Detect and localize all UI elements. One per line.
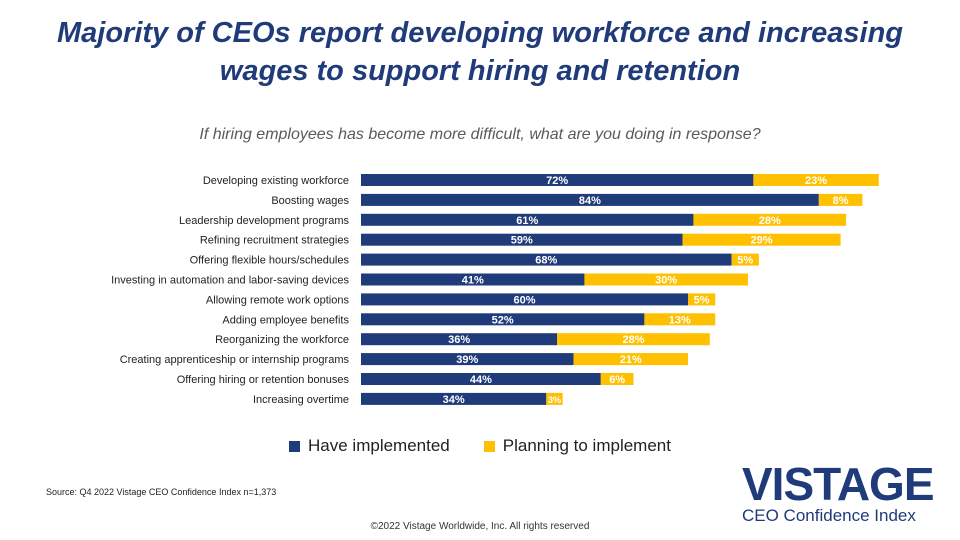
bar-planning xyxy=(557,333,710,346)
bar-implemented xyxy=(361,293,688,306)
data-label-implemented: 52% xyxy=(492,314,514,326)
data-label-planning: 28% xyxy=(622,334,644,346)
bar-planning xyxy=(693,213,847,226)
category-label: Offering hiring or retention bonuses xyxy=(177,374,350,386)
data-label-implemented: 36% xyxy=(448,334,470,346)
bar-implemented xyxy=(361,233,683,246)
category-label: Boosting wages xyxy=(271,195,349,207)
category-label: Increasing overtime xyxy=(253,394,349,406)
copyright-note: ©2022 Vistage Worldwide, Inc. All rights… xyxy=(370,521,590,532)
source-note: Source: Q4 2022 Vistage CEO Confidence I… xyxy=(46,487,277,497)
chart-subtitle: If hiring employees has become more diff… xyxy=(199,126,761,143)
logo-wordmark: VISTAGE xyxy=(742,458,935,510)
data-label-implemented: 34% xyxy=(443,394,465,406)
legend-swatch-planning xyxy=(483,440,495,452)
chart-title: Majority of CEOs report developing workf… xyxy=(0,14,960,90)
data-label-planning: 29% xyxy=(751,235,773,247)
title-line-1: Majority of CEOs report developing workf… xyxy=(57,17,903,49)
bar-planning xyxy=(753,174,879,186)
legend-item-implemented: Have implemented xyxy=(289,436,450,456)
title-line-2: wages to support hiring and retention xyxy=(219,55,741,87)
bar-planning xyxy=(682,233,841,246)
data-label-planning: 5% xyxy=(737,255,753,267)
data-label-implemented: 60% xyxy=(513,294,535,306)
bar-planning xyxy=(584,273,748,286)
bar-implemented xyxy=(361,273,585,286)
data-label-planning: 3% xyxy=(548,395,561,405)
data-label-implemented: 44% xyxy=(470,374,492,386)
data-label-planning: 30% xyxy=(655,275,677,287)
data-label-planning: 6% xyxy=(609,374,625,386)
bar-implemented xyxy=(361,392,547,405)
vistage-logo: VISTAGE CEO Confidence Index xyxy=(742,458,942,526)
bar-implemented xyxy=(361,373,601,385)
bar-planning xyxy=(644,313,716,326)
category-label: Investing in automation and labor-saving… xyxy=(111,275,349,287)
bar-implemented xyxy=(361,253,732,266)
bar-planning xyxy=(546,392,563,405)
bar-planning xyxy=(573,353,688,366)
data-label-planning: 13% xyxy=(669,314,691,326)
data-label-implemented: 59% xyxy=(511,235,533,247)
legend-swatch-implemented xyxy=(289,440,301,452)
data-label-implemented: 61% xyxy=(516,215,538,227)
data-label-implemented: 84% xyxy=(579,195,601,207)
category-label: Offering flexible hours/schedules xyxy=(190,255,350,267)
category-label: Leadership development programs xyxy=(179,215,349,227)
data-label-implemented: 72% xyxy=(546,175,568,187)
category-label: Creating apprenticeship or internship pr… xyxy=(120,354,350,366)
data-label-implemented: 68% xyxy=(535,255,557,267)
chart-legend: Have implemented Planning to implement xyxy=(0,436,960,456)
data-label-planning: 5% xyxy=(694,294,710,306)
data-label-implemented: 39% xyxy=(456,354,478,366)
bar-implemented xyxy=(361,313,645,326)
bar-planning xyxy=(600,373,634,385)
bar-planning xyxy=(688,293,716,306)
data-label-implemented: 41% xyxy=(462,275,484,287)
bar-implemented xyxy=(361,193,819,206)
data-label-planning: 8% xyxy=(833,195,849,207)
bar-implemented xyxy=(361,353,574,366)
data-label-planning: 21% xyxy=(620,354,642,366)
legend-label-planning: Planning to implement xyxy=(502,436,671,455)
bar-planning xyxy=(818,193,863,206)
category-label: Reorganizing the workforce xyxy=(215,334,349,346)
data-label-planning: 28% xyxy=(759,215,781,227)
category-label: Developing existing workforce xyxy=(203,175,349,187)
bar-implemented xyxy=(361,333,558,346)
legend-item-planning: Planning to implement xyxy=(483,436,671,456)
data-label-planning: 23% xyxy=(805,175,827,187)
bar-implemented xyxy=(361,174,754,186)
legend-label-implemented: Have implemented xyxy=(308,436,450,455)
bar-implemented xyxy=(361,213,694,226)
stacked-bar-chart: Developing existing workforce 72% 23% Boost… xyxy=(111,174,879,406)
logo-subtitle: CEO Confidence Index xyxy=(742,506,916,525)
category-label: Refining recruitment strategies xyxy=(200,235,350,247)
category-label: Adding employee benefits xyxy=(222,314,349,326)
category-label: Allowing remote work options xyxy=(206,294,350,306)
bar-planning xyxy=(731,253,759,266)
